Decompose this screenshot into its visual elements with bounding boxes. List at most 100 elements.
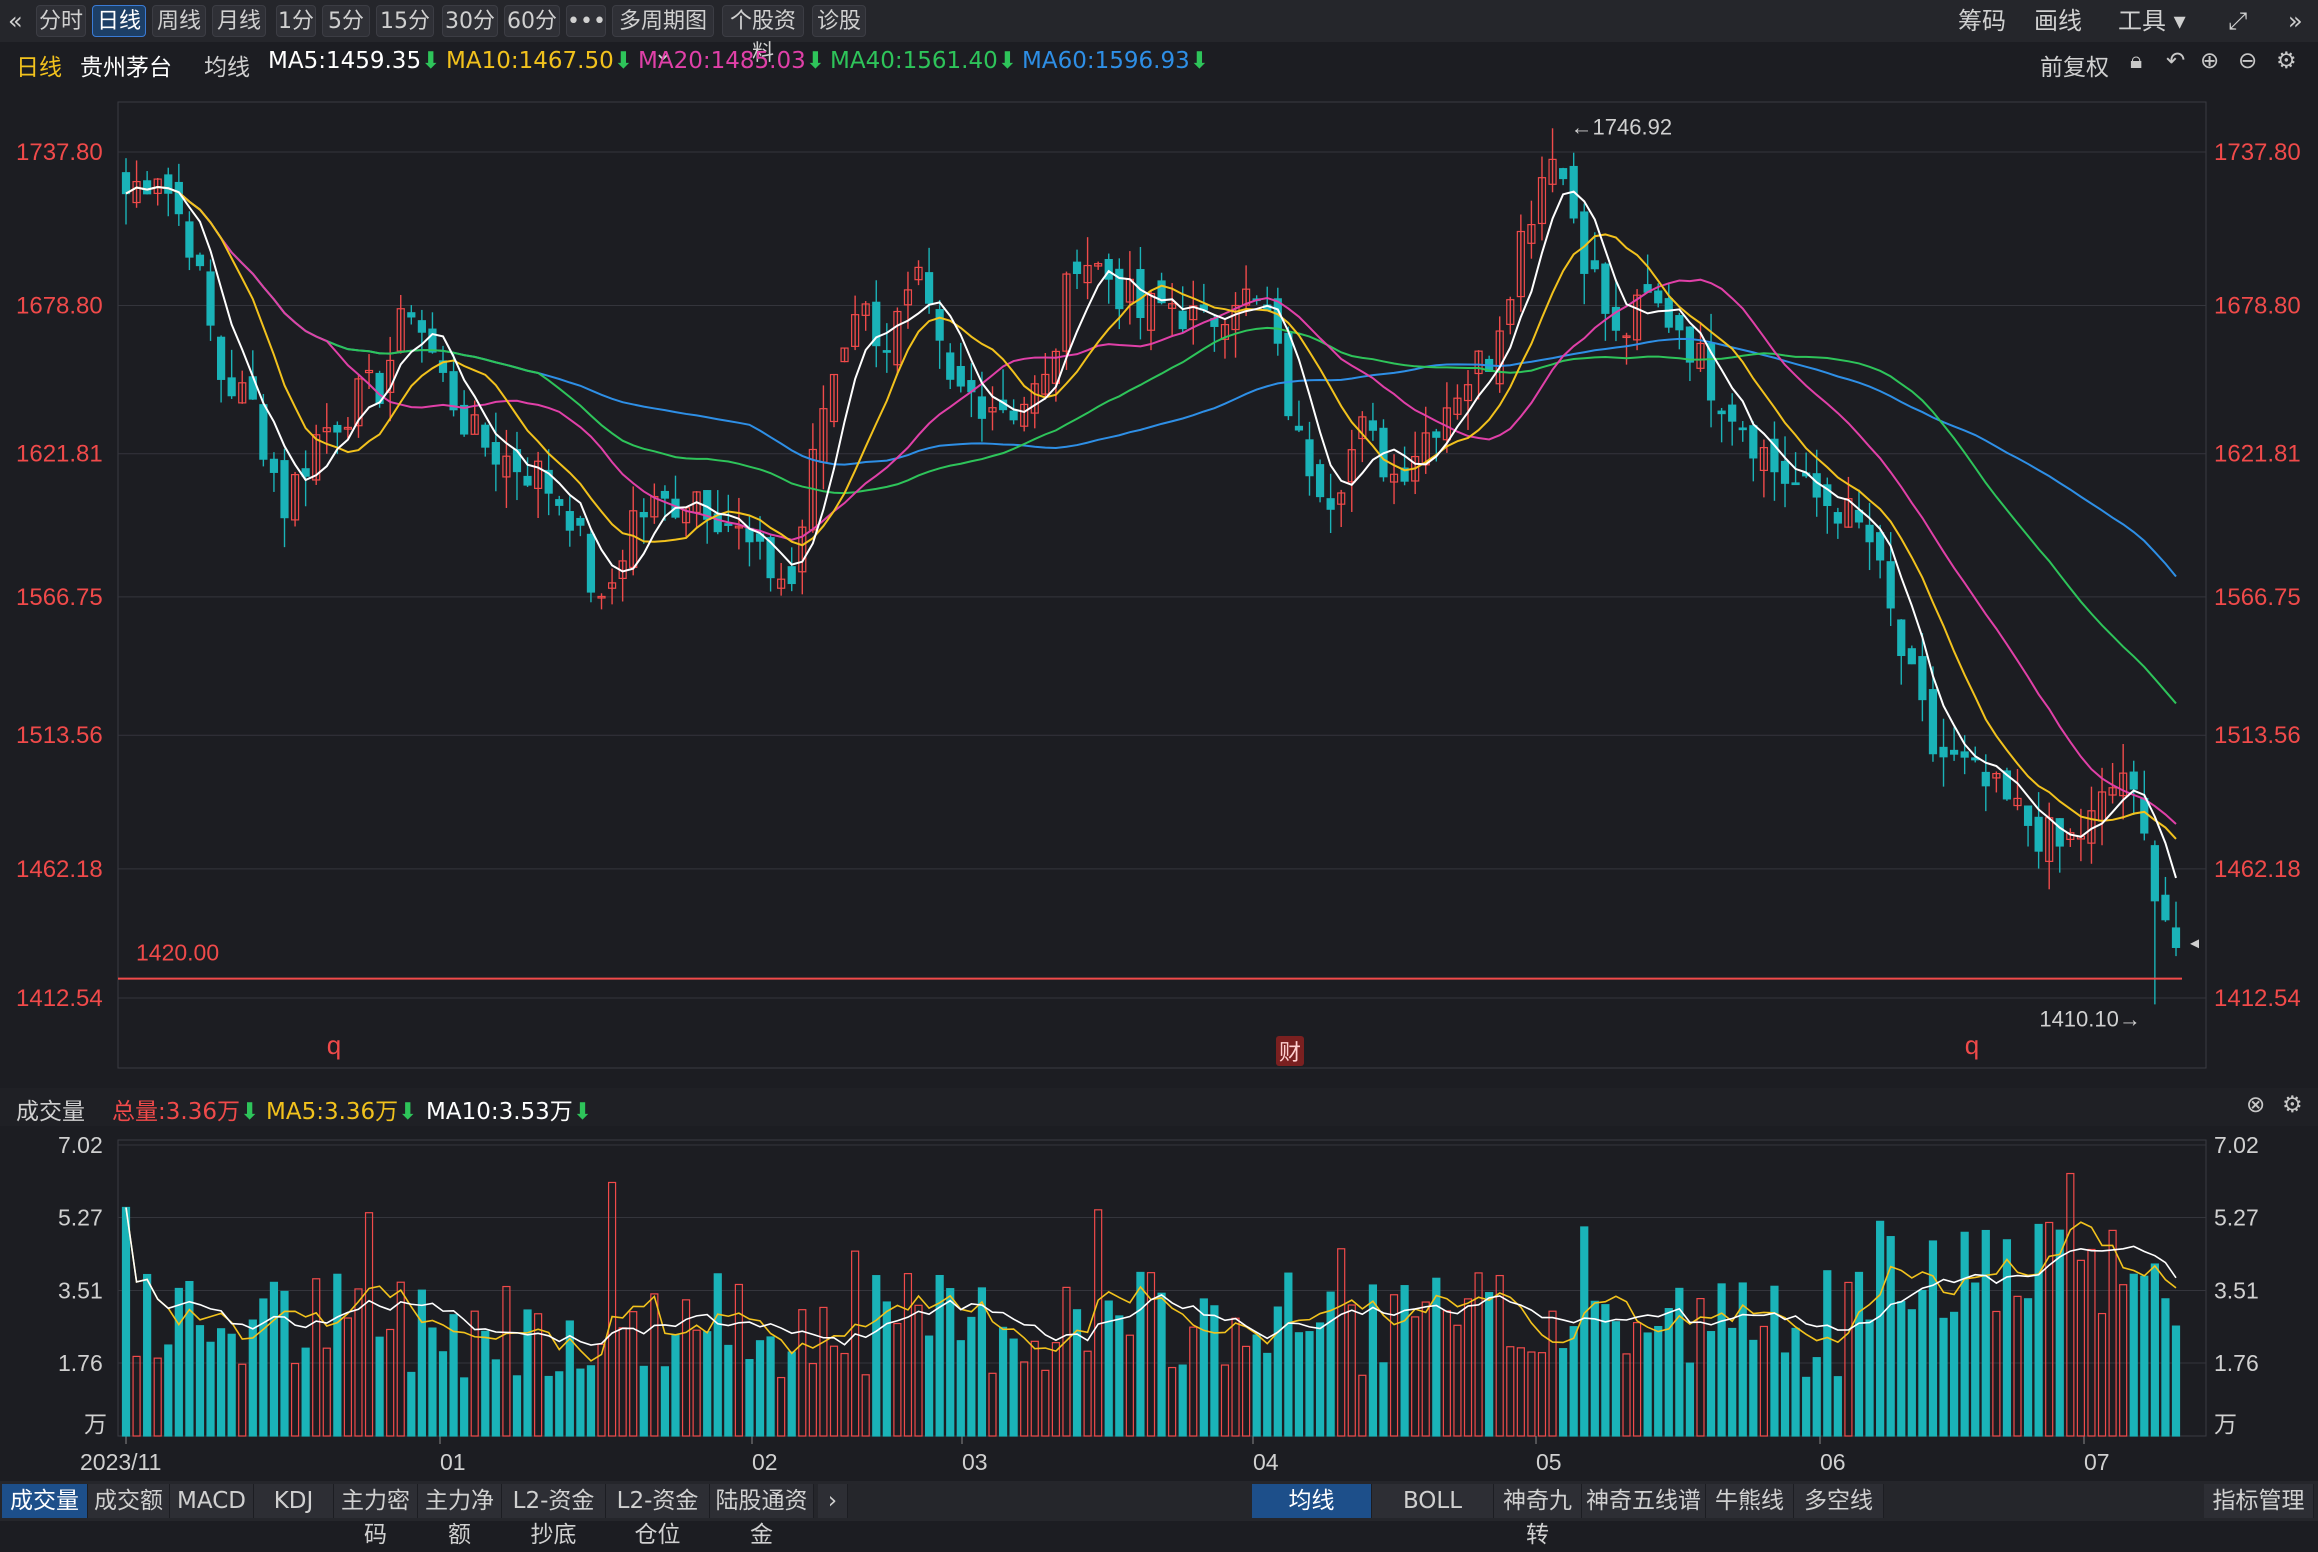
period-tab-9[interactable]: ••• (566, 5, 606, 37)
candle-body (946, 352, 955, 380)
period-tab-6[interactable]: 15分 (376, 5, 434, 37)
volume-bar (2066, 1172, 2075, 1437)
candle-body (1168, 303, 1177, 309)
candle-body (1537, 177, 1547, 225)
collapse-right-icon[interactable]: » (2288, 7, 2303, 35)
indicator-tab-1[interactable]: 成交额 (88, 1484, 170, 1518)
period-tab-4[interactable]: 1分 (276, 5, 316, 37)
indicator-tab-3[interactable]: KDJ (254, 1484, 334, 1518)
volume-bar (1411, 1316, 1420, 1437)
candle-body (438, 360, 448, 373)
candle-body (1284, 332, 1293, 417)
period-tab-1[interactable]: 日线 (92, 5, 146, 37)
candle-body (1305, 439, 1314, 477)
volume-settings-icon[interactable]: ⚙ (2282, 1092, 2303, 1118)
overlay-tab-3[interactable]: 神奇五线谱 (1582, 1484, 1706, 1518)
undo-icon[interactable]: ↶ (2166, 48, 2186, 74)
candle-body (121, 172, 131, 195)
period-tab-7[interactable]: 30分 (442, 5, 498, 37)
candle-body (1960, 751, 1969, 758)
period-tab-5[interactable]: 5分 (322, 5, 370, 37)
volume-bar (1759, 1325, 1768, 1437)
volume-bar (143, 1273, 152, 1437)
indicator-manage-button[interactable]: 指标管理 (2204, 1484, 2314, 1518)
lock-icon[interactable]: 🔒︎ (2130, 48, 2143, 74)
volume-bar (1749, 1339, 1758, 1437)
indicator-tab-5[interactable]: 主力净额 (418, 1484, 502, 1548)
candle-body (1590, 260, 1599, 270)
close-icon[interactable]: ⊗ (2246, 1092, 2266, 1118)
tools-button[interactable]: 工具 ▾ (2118, 7, 2186, 35)
settings-gear-icon[interactable]: ⚙ (2276, 48, 2297, 74)
volume-unit-left: 万 (84, 1411, 107, 1437)
stock-name[interactable]: 贵州茅台 (80, 55, 172, 81)
candle-body (1844, 498, 1853, 528)
overlay-tab-4[interactable]: 牛熊线 (1706, 1484, 1794, 1518)
candle-body (893, 310, 902, 366)
tabs-scroll-right-icon[interactable]: › (818, 1484, 848, 1518)
volume-bar (1780, 1352, 1790, 1437)
candle-body (1812, 473, 1821, 498)
period-tab-12[interactable]: 诊股 (812, 5, 866, 37)
ma-label[interactable]: 均线 (204, 55, 250, 81)
volume-bar (671, 1334, 680, 1437)
volume-bar (755, 1340, 765, 1437)
volume-bar (1685, 1362, 1695, 1437)
overlay-tab-1[interactable]: BOLL (1372, 1484, 1494, 1518)
volume-legend-bar: 成交量 总量:3.36万⬇ MA5:3.36万⬇ MA10:3.53万⬇ ⊗ ⚙ (0, 1088, 2318, 1126)
draw-button[interactable]: 画线 (2034, 7, 2082, 35)
overlay-tab-0[interactable]: 均线 (1252, 1484, 1372, 1518)
volume-bar (227, 1333, 236, 1437)
ma10-value: MA10:1467.50⬇ (446, 48, 633, 74)
indicator-tab-7[interactable]: L2-资金仓位 (606, 1484, 710, 1548)
finance-marker: 财 (1279, 1040, 1301, 1065)
indicator-tab-4[interactable]: 主力密码 (334, 1484, 418, 1548)
candle-body (143, 180, 152, 195)
period-tab-10[interactable]: 多周期图 ⌄ (612, 5, 714, 66)
chip-button[interactable]: 筹码 (1958, 7, 2006, 35)
volume-bar (1527, 1351, 1536, 1437)
volume-bar (1432, 1277, 1441, 1437)
indicator-tab-6[interactable]: L2-资金抄底 (502, 1484, 606, 1548)
volume-bar (1717, 1283, 1726, 1437)
ma20-value: MA20:1485.03⬇ (638, 48, 825, 74)
period-tab-3[interactable]: 月线 (212, 5, 266, 37)
indicator-tab-8[interactable]: 陆股通资金 (710, 1484, 814, 1548)
overlay-tab-2[interactable]: 神奇九转 (1494, 1484, 1582, 1548)
collapse-left-icon[interactable]: « (8, 7, 23, 35)
volume-bar (998, 1326, 1008, 1437)
volume-title[interactable]: 成交量 (16, 1099, 85, 1125)
candle-body (576, 517, 585, 526)
fullscreen-icon[interactable]: ⤢ (2228, 7, 2248, 35)
zoom-out-icon[interactable]: ⊖ (2238, 48, 2258, 74)
candle-body (1981, 771, 1990, 787)
volume-bar (1696, 1297, 1705, 1437)
volume-bar (1368, 1284, 1378, 1437)
volume-bar (777, 1376, 786, 1437)
period-tab-2[interactable]: 周线 (152, 5, 206, 37)
candle-body (1876, 532, 1885, 561)
candle-body (470, 414, 479, 435)
volume-bar (1210, 1305, 1219, 1437)
price-tick-left: 1678.80 (16, 292, 103, 319)
indicator-tab-0[interactable]: 成交量 (2, 1484, 88, 1518)
period-tab-8[interactable]: 60分 (504, 5, 560, 37)
candle-body (343, 426, 353, 430)
volume-bar (1453, 1324, 1462, 1437)
candle-body (1220, 324, 1230, 340)
indicator-tab-2[interactable]: MACD (170, 1484, 254, 1518)
volume-bar (882, 1301, 891, 1437)
period-tab-11[interactable]: 个股资料 (722, 5, 804, 66)
volume-bar (322, 1347, 331, 1437)
overlay-tab-5[interactable]: 多空线 (1794, 1484, 1884, 1518)
period-tab-0[interactable]: 分时 (36, 5, 86, 37)
price-tick-right: 1621.81 (2214, 441, 2301, 468)
volume-bar (523, 1309, 532, 1437)
zoom-in-icon[interactable]: ⊕ (2200, 48, 2220, 74)
candle-body (840, 347, 849, 363)
candle-body (1918, 656, 1927, 701)
volume-bar (808, 1362, 817, 1437)
adjust-dropdown[interactable]: 前复权 (2040, 55, 2109, 81)
volume-bar (787, 1351, 796, 1437)
